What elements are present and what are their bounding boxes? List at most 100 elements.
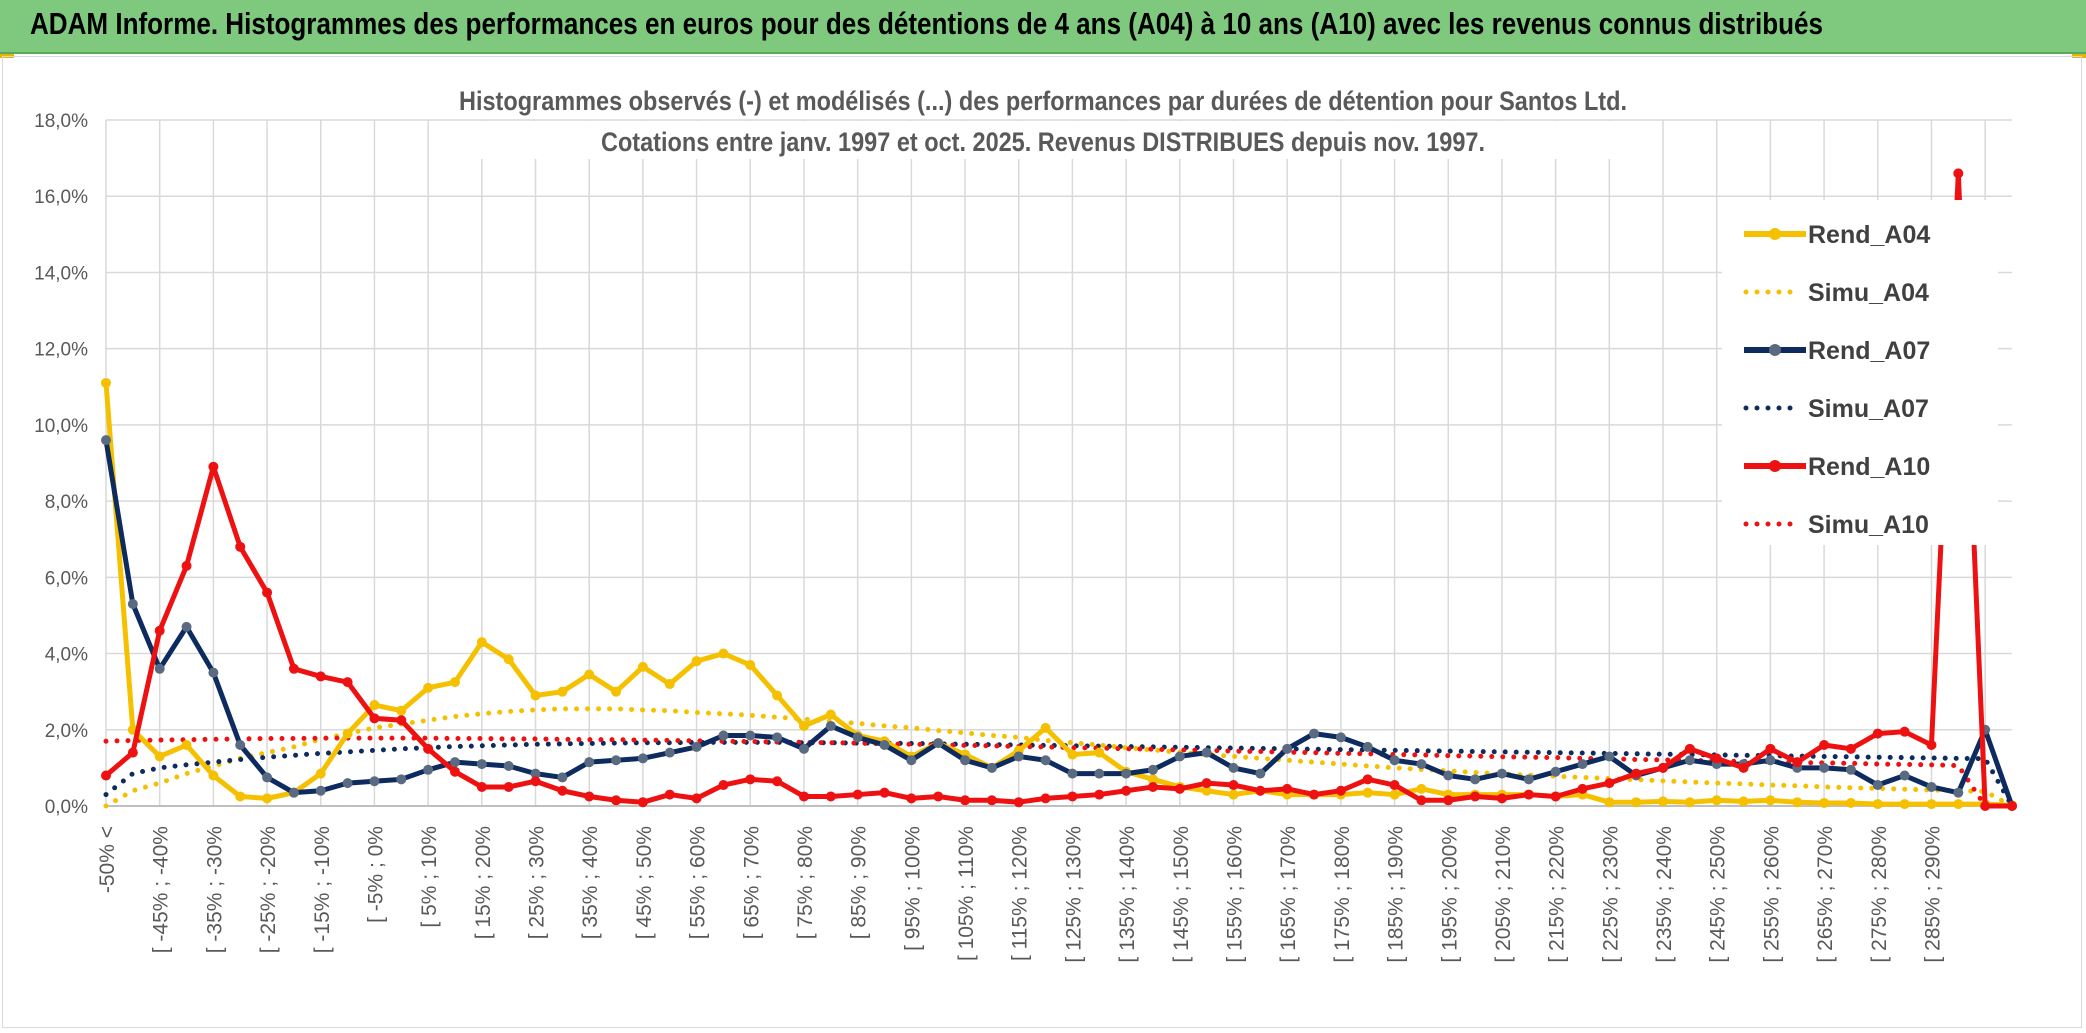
data-point <box>960 755 971 766</box>
data-point <box>530 690 541 701</box>
legend-label: Simu_A07 <box>1808 395 1929 423</box>
data-point <box>1845 797 1856 808</box>
y-axis: 0,0% 2,0% 4,0% 6,0% 8,0% 10,0% 12,0% 14,0% 16,0%… <box>34 111 88 818</box>
data-point <box>449 677 460 688</box>
data-point <box>315 671 326 682</box>
data-point <box>1094 789 1105 800</box>
data-point <box>208 667 219 678</box>
x-tick-label: [ 15% ; 20% <box>472 826 495 939</box>
data-point <box>423 743 434 754</box>
data-point <box>1604 751 1615 762</box>
series-line <box>103 706 2015 809</box>
data-point <box>449 766 460 777</box>
data-point <box>664 789 675 800</box>
x-tick-label: [ 5% ; 10% <box>418 826 441 928</box>
y-tick-label: 6,0% <box>45 568 88 589</box>
legend-marker <box>1769 344 1781 356</box>
x-tick-label: [ 235% ; 240% <box>1653 826 1676 963</box>
y-tick-label: 8,0% <box>45 492 88 513</box>
data-point <box>262 587 273 598</box>
data-point <box>637 661 648 672</box>
data-point <box>1389 789 1400 800</box>
x-tick-label: [ 185% ; 190% <box>1385 826 1408 963</box>
data-point <box>1765 755 1776 766</box>
x-tick-label: [ 285% ; 290% <box>1921 826 1944 963</box>
data-point <box>208 770 219 781</box>
data-point <box>235 791 246 802</box>
data-point <box>1899 799 1910 810</box>
header-banner: ADAM Informe. Histogrammes des performan… <box>0 0 2086 54</box>
data-point <box>1389 780 1400 791</box>
x-tick-label: [ 105% ; 110% <box>955 826 978 961</box>
data-point <box>1255 785 1266 796</box>
data-point <box>718 730 729 741</box>
data-point <box>852 789 863 800</box>
data-point <box>1228 789 1239 800</box>
data-point <box>691 656 702 667</box>
x-tick-label: [ 265% ; 270% <box>1814 826 1837 963</box>
x-tick-label: [ 45% ; 50% <box>633 826 656 939</box>
data-point <box>1201 778 1212 789</box>
chart-title: Histogrammes observés (-) et modélisés (… <box>448 80 1638 159</box>
chart-title-line: Histogrammes observés (-) et modélisés (… <box>459 86 1627 116</box>
x-tick-label: [ -15% ; -10% <box>311 826 334 953</box>
data-point <box>825 791 836 802</box>
legend-background <box>1722 200 1998 545</box>
data-point <box>181 740 192 751</box>
chart-title-line: Cotations entre janv. 1997 et oct. 2025.… <box>601 127 1485 157</box>
series-rend-a10 <box>101 168 2017 811</box>
data-point <box>1389 755 1400 766</box>
y-tick-label: 14,0% <box>34 263 88 284</box>
data-point <box>262 793 273 804</box>
data-point <box>879 787 890 798</box>
data-point <box>1819 797 1830 808</box>
data-point <box>1362 741 1373 752</box>
data-point <box>745 659 756 670</box>
data-point <box>798 720 809 731</box>
x-tick-label: [ 215% ; 220% <box>1546 826 1569 963</box>
x-tick-label: [ 155% ; 160% <box>1223 826 1246 963</box>
data-point <box>127 747 138 758</box>
data-point <box>1121 785 1132 796</box>
data-point <box>1174 751 1185 762</box>
legend-item: Rend_A10 <box>1744 453 1930 481</box>
data-point <box>342 728 353 739</box>
data-point <box>1496 793 1507 804</box>
legend-marker <box>1769 228 1781 240</box>
legend-label: Rend_A07 <box>1808 337 1930 365</box>
data-point <box>154 663 165 674</box>
data-point <box>1684 755 1695 766</box>
data-point <box>1013 751 1024 762</box>
data-point <box>396 774 407 785</box>
y-tick-label: 2,0% <box>45 721 88 742</box>
legend-item: Simu_A10 <box>1743 511 1929 539</box>
x-tick-label: -50% < <box>96 826 119 893</box>
data-point <box>933 738 944 749</box>
data-point <box>1067 768 1078 779</box>
data-point <box>235 541 246 552</box>
data-point <box>101 435 111 446</box>
x-tick-label: [ 245% ; 250% <box>1707 826 1730 963</box>
data-point <box>557 772 568 783</box>
y-tick-label: 4,0% <box>45 645 88 666</box>
data-point <box>1147 774 1158 785</box>
data-point <box>664 747 675 758</box>
data-point <box>423 764 434 775</box>
data-point <box>1577 783 1588 794</box>
data-point <box>1550 791 1561 802</box>
data-point <box>986 795 997 806</box>
data-point <box>1872 799 1883 810</box>
x-tick-label: [ -5% ; 0% <box>364 826 387 923</box>
series-line <box>103 739 2015 809</box>
data-point <box>235 740 246 751</box>
data-point <box>503 781 514 792</box>
data-point <box>1201 747 1212 758</box>
data-point <box>798 743 809 754</box>
data-point <box>1362 774 1373 785</box>
x-tick-label: [ 75% ; 80% <box>794 826 817 939</box>
data-point <box>664 679 675 690</box>
data-point <box>772 732 783 743</box>
data-point <box>1845 743 1856 754</box>
x-tick-label: [ -25% ; -20% <box>257 826 280 953</box>
data-point <box>1738 796 1749 807</box>
